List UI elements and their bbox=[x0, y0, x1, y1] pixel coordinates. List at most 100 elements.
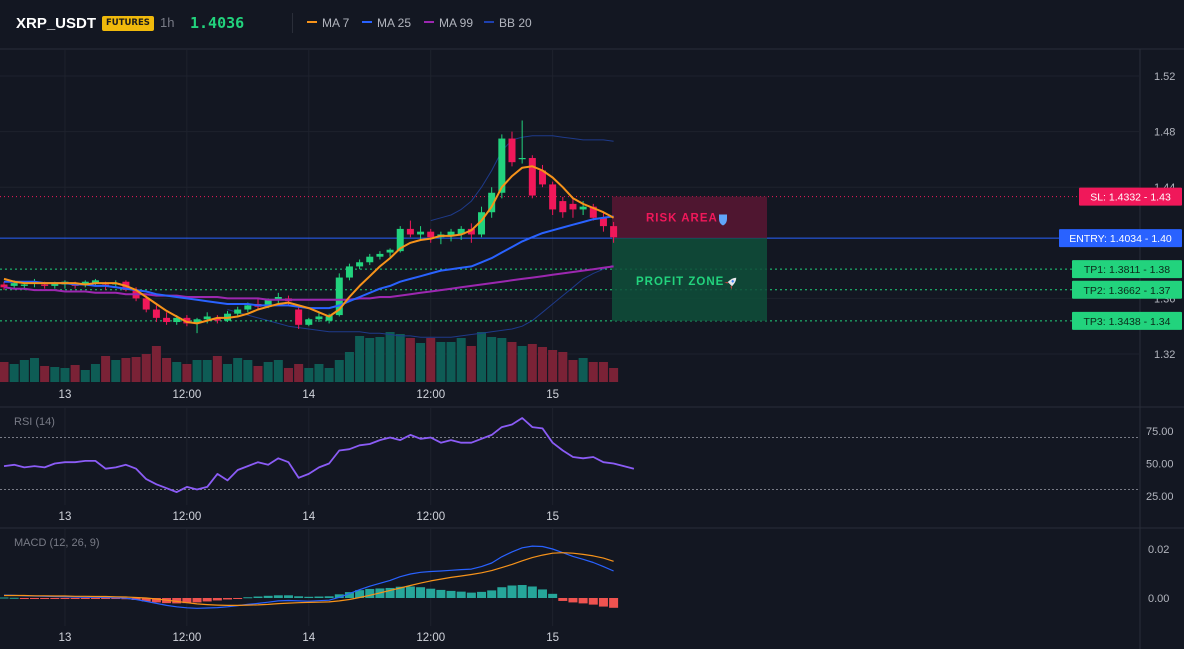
volume-bar bbox=[172, 362, 182, 382]
price-tick-label: 1.32 bbox=[1154, 349, 1175, 361]
macd-title: MACD (12, 26, 9) bbox=[14, 537, 100, 549]
volume-bar bbox=[0, 362, 9, 382]
macd-x-label: 12:00 bbox=[416, 632, 445, 644]
macd-histogram-bar bbox=[517, 585, 527, 598]
candle-body bbox=[244, 305, 252, 310]
macd-histogram-bar bbox=[405, 586, 415, 598]
risk-area-label: RISK AREA bbox=[646, 212, 718, 224]
ma99-line bbox=[3, 265, 614, 301]
candle-body bbox=[41, 284, 49, 286]
volume-bar bbox=[19, 360, 29, 382]
macd-histogram-bar bbox=[497, 587, 507, 598]
volume-bar bbox=[324, 368, 334, 382]
interval-label[interactable]: 1h bbox=[160, 15, 175, 30]
shield-icon bbox=[719, 214, 727, 226]
candle-body bbox=[579, 206, 587, 210]
candle-body bbox=[203, 316, 211, 320]
candle-body bbox=[274, 297, 282, 300]
macd-histogram-bar bbox=[243, 597, 253, 599]
volume-bar bbox=[334, 360, 344, 382]
candle-body bbox=[193, 319, 201, 324]
macd-histogram-bar bbox=[558, 598, 568, 601]
candle-body bbox=[488, 192, 496, 213]
volume-bar bbox=[50, 367, 60, 382]
macd-histogram-bar bbox=[9, 597, 19, 599]
volume-bar bbox=[212, 356, 222, 382]
volume-bar bbox=[466, 346, 476, 382]
macd-histogram-bar bbox=[304, 596, 314, 598]
candle-body bbox=[569, 203, 577, 210]
volume-bar bbox=[273, 360, 283, 382]
candle-body bbox=[478, 212, 486, 235]
macd-histogram-bar bbox=[101, 598, 111, 599]
candle-body bbox=[163, 317, 171, 323]
entry-tag: ENTRY: 1.4034 - 1.40 bbox=[1069, 233, 1172, 245]
volume-bar bbox=[395, 334, 405, 382]
macd-signal-line bbox=[4, 552, 614, 606]
volume-bar bbox=[80, 370, 90, 382]
macd-x-label: 13 bbox=[59, 632, 72, 644]
macd-histogram-bar bbox=[253, 596, 263, 598]
macd-histogram-bar bbox=[233, 598, 243, 599]
volume-bar bbox=[111, 360, 121, 382]
candle-body bbox=[427, 231, 435, 238]
candle-body bbox=[366, 256, 374, 263]
profit-zone-label: PROFIT ZONE bbox=[636, 276, 724, 288]
macd-histogram-bar bbox=[70, 598, 80, 599]
candle-body bbox=[51, 283, 59, 286]
candle-body bbox=[406, 228, 414, 235]
macd-histogram-bar bbox=[324, 596, 334, 598]
macd-x-label: 12:00 bbox=[172, 632, 201, 644]
volume-bar bbox=[151, 346, 161, 382]
macd-histogram-bar bbox=[477, 591, 487, 598]
volume-bar bbox=[29, 358, 39, 382]
candle-body bbox=[173, 317, 181, 323]
candle-body bbox=[152, 309, 160, 318]
volume-bar bbox=[9, 364, 19, 382]
macd-histogram-bar bbox=[578, 598, 588, 604]
candle-body bbox=[213, 317, 221, 321]
bb20-swatch bbox=[484, 20, 494, 23]
candle-body bbox=[518, 158, 526, 160]
volume-bar bbox=[426, 338, 436, 382]
candle-body bbox=[0, 284, 8, 288]
candle-body bbox=[396, 228, 404, 252]
volume-bar bbox=[487, 337, 497, 382]
rsi-tick-label: 25.00 bbox=[1146, 491, 1174, 503]
macd-histogram-bar bbox=[60, 598, 70, 599]
volume-bar bbox=[90, 364, 100, 382]
candle-body bbox=[335, 277, 343, 316]
rsi-x-label: 14 bbox=[302, 511, 315, 523]
macd-histogram-bar bbox=[273, 595, 283, 598]
volume-bar bbox=[446, 342, 456, 382]
legend-ma7[interactable]: MA 7 bbox=[307, 16, 349, 30]
legend-ma25[interactable]: MA 25 bbox=[362, 16, 411, 30]
macd-x-label: 15 bbox=[546, 632, 559, 644]
macd-histogram-bar bbox=[456, 591, 466, 598]
macd-histogram-bar bbox=[568, 598, 578, 603]
header-divider bbox=[292, 13, 293, 33]
macd-histogram-bar bbox=[283, 595, 293, 598]
tp3-tag-bg bbox=[1072, 311, 1182, 330]
candle-body bbox=[325, 315, 333, 321]
volume-bar bbox=[456, 338, 466, 382]
sl-tag: SL: 1.4332 - 1.43 bbox=[1090, 192, 1171, 204]
volume-bar bbox=[436, 342, 446, 382]
macd-histogram-bar bbox=[355, 590, 365, 598]
volume-bar bbox=[609, 368, 619, 382]
rsi-tick-label: 75.00 bbox=[1146, 426, 1174, 438]
candle-body bbox=[498, 138, 506, 193]
candle-body bbox=[589, 206, 597, 218]
legend-bb20[interactable]: BB 20 bbox=[484, 16, 532, 30]
macd-histogram-bar bbox=[40, 598, 50, 599]
volume-bar bbox=[223, 364, 233, 382]
symbol-name[interactable]: XRP_USDT bbox=[16, 15, 97, 32]
volume-bar bbox=[243, 360, 253, 382]
legend-ma99[interactable]: MA 99 bbox=[424, 16, 473, 30]
macd-histogram-bar bbox=[111, 598, 121, 599]
macd-histogram-bar bbox=[202, 598, 212, 602]
candle-body bbox=[417, 231, 425, 235]
volume-bar bbox=[598, 362, 608, 382]
